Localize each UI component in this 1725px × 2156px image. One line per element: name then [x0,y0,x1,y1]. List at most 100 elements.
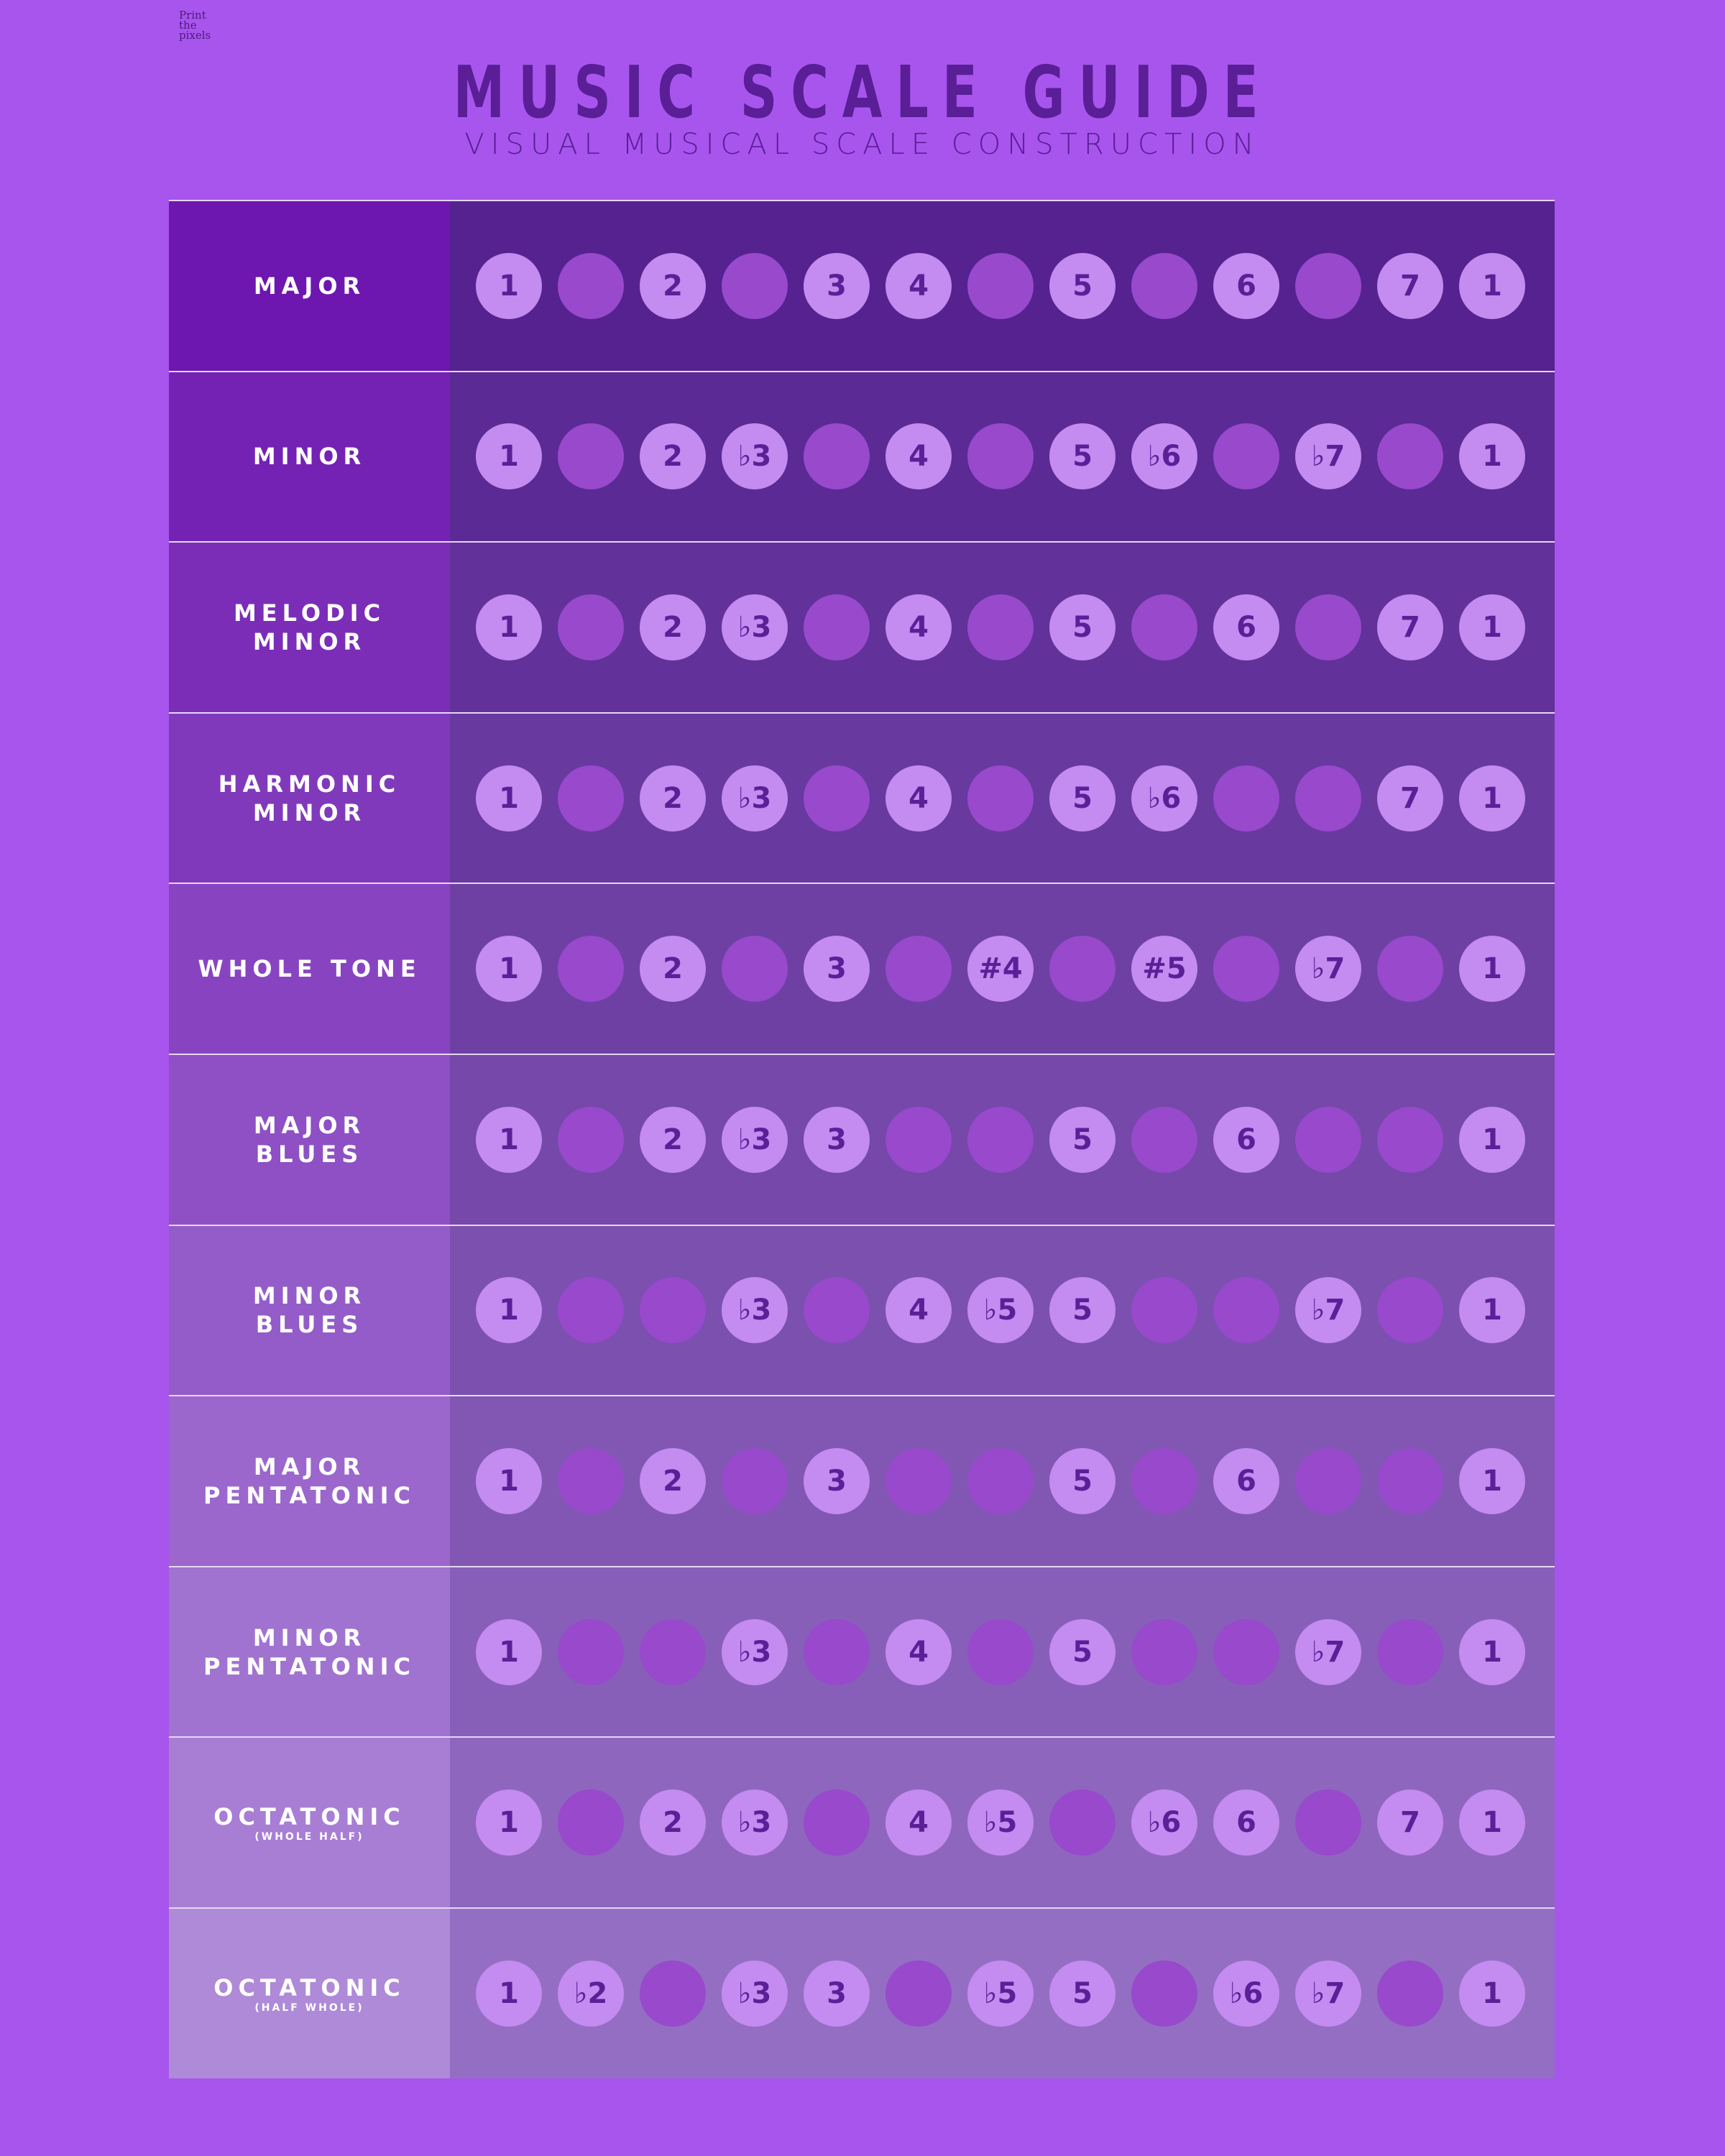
empty-note [1377,1277,1443,1344]
empty-note [1377,423,1443,490]
scale-name: MINOR BLUES [252,1282,367,1339]
note: ♭3 [722,1618,788,1685]
scale-row: MAJOR 1 2 3 4 5 6 7 1 [169,200,1555,371]
scale-row: MAJOR PENTATONIC 1 2 3 5 6 1 [169,1395,1555,1566]
note: 4 [886,765,952,831]
note: #4 [967,936,1034,1003]
empty-note [640,1277,706,1344]
note: ♭3 [722,423,788,490]
scale-notes: 1 ♭3 4 ♭5 5 ♭7 1 [450,1225,1555,1396]
empty-note [804,423,870,490]
note: ♭5 [967,1277,1034,1344]
note: ♭2 [558,1960,624,2027]
scale-label: OCTATONIC (WHOLE HALF) [169,1738,450,1907]
note: 2 [640,1106,706,1173]
empty-note [967,252,1034,319]
empty-note [558,1106,624,1173]
scale-label: HARMONIC MINOR [169,713,450,883]
note: 4 [886,423,952,490]
empty-note [804,765,870,831]
empty-note [1295,765,1361,831]
note: 1 [476,1960,542,2027]
note: 1 [476,423,542,490]
note: 1 [476,936,542,1003]
note: ♭3 [722,765,788,831]
note: 4 [886,594,952,660]
scale-row: MAJOR BLUES 1 2 ♭3 3 5 6 1 [169,1053,1555,1225]
empty-note [558,1618,624,1685]
scale-row: OCTATONIC (WHOLE HALF) 1 2 ♭3 4 ♭5 ♭6 6 7 1 [169,1736,1555,1907]
scale-row: HARMONIC MINOR 1 2 ♭3 4 5 ♭6 7 1 [169,711,1555,883]
empty-note [722,252,788,319]
note: 5 [1049,594,1116,660]
note: 1 [1459,1447,1525,1514]
scale-row: MINOR PENTATONIC 1 ♭3 4 5 ♭7 1 [169,1565,1555,1737]
note: 1 [1459,1618,1525,1685]
note: 1 [1459,252,1525,319]
empty-note [1377,1447,1443,1514]
scale-notes: 1 2 ♭3 4 5 ♭6 ♭7 1 [450,372,1555,542]
scale-notes: 1 2 3 5 6 1 [450,1396,1555,1566]
scale-label: MINOR [169,372,450,542]
note: 7 [1377,252,1443,319]
note: 1 [1459,594,1525,660]
scale-label: MINOR BLUES [169,1225,450,1396]
note: ♭6 [1131,1789,1197,1856]
note: 1 [1459,1960,1525,2027]
note: ♭7 [1295,1960,1361,2027]
empty-note [1213,936,1279,1003]
empty-note [1295,1789,1361,1856]
empty-note [1377,1618,1443,1685]
empty-note [1213,1618,1279,1685]
scale-name: MINOR PENTATONIC [203,1623,415,1680]
empty-note [886,1106,952,1173]
scale-notes: 1 2 ♭3 4 5 ♭6 7 1 [450,713,1555,883]
scale-row: WHOLE TONE 1 2 3 #4 #5 ♭7 1 [169,883,1555,1054]
note: 1 [476,252,542,319]
scale-name: OCTATONIC [213,1803,405,1831]
empty-note [967,423,1034,490]
note: 2 [640,423,706,490]
scale-notes: 1 2 3 #4 #5 ♭7 1 [450,884,1555,1054]
empty-note [804,1618,870,1685]
scale-notes: 1 ♭2 ♭3 3 ♭5 5 ♭6 ♭7 1 [450,1908,1555,2078]
note: #5 [1131,936,1197,1003]
note: ♭7 [1295,423,1361,490]
empty-note [804,1789,870,1856]
scale-notes: 1 2 ♭3 4 ♭5 ♭6 6 7 1 [450,1738,1555,1907]
note: 5 [1049,1106,1116,1173]
scale-label: OCTATONIC (HALF WHOLE) [169,1908,450,2078]
note: ♭6 [1131,765,1197,831]
scale-name: WHOLE TONE [198,955,421,983]
empty-note [886,1447,952,1514]
scale-row: MINOR 1 2 ♭3 4 5 ♭6 ♭7 1 [169,370,1555,542]
note: 5 [1049,1277,1116,1344]
empty-note [1295,594,1361,660]
note: 1 [476,1277,542,1344]
empty-note [1049,1789,1116,1856]
note: 3 [804,936,870,1003]
empty-note [804,594,870,660]
scale-name: MELODIC MINOR [233,599,386,655]
note: 4 [886,1277,952,1344]
empty-note [1131,1106,1197,1173]
note: 5 [1049,252,1116,319]
empty-note [886,936,952,1003]
empty-note [558,1789,624,1856]
note: 1 [476,765,542,831]
note: 7 [1377,1789,1443,1856]
note: 1 [1459,1789,1525,1856]
empty-note [722,1447,788,1514]
empty-note [1213,1277,1279,1344]
note: ♭6 [1213,1960,1279,2027]
scale-label: MAJOR PENTATONIC [169,1396,450,1566]
note: 2 [640,252,706,319]
scale-name: MAJOR [253,272,366,300]
scale-label: MELODIC MINOR [169,543,450,712]
scale-name: MAJOR BLUES [253,1111,366,1168]
note: 1 [1459,936,1525,1003]
empty-note [640,1960,706,2027]
note: 1 [476,594,542,660]
note: 7 [1377,594,1443,660]
note: ♭3 [722,1106,788,1173]
